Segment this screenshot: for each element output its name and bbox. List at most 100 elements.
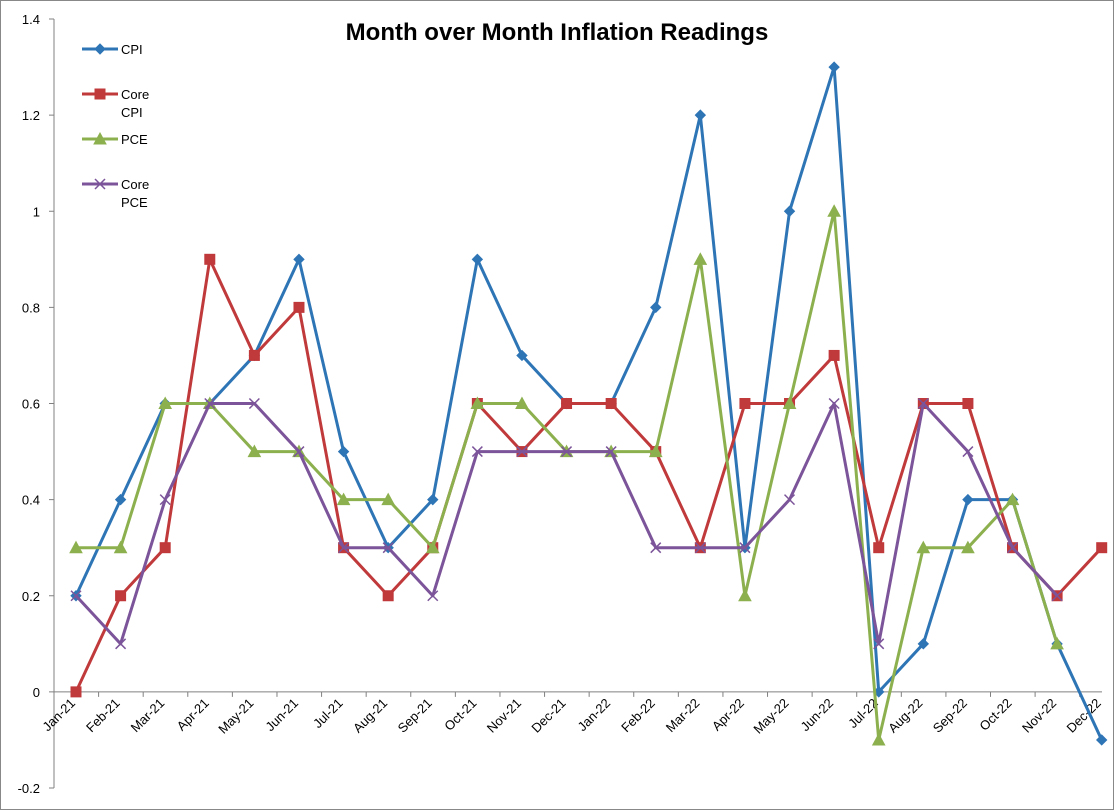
data-point-cpi <box>650 301 662 314</box>
data-point-core-cpi <box>828 349 840 361</box>
legend-item-pce: PCE <box>82 131 148 147</box>
x-tick-label: Sep-22 <box>930 695 970 735</box>
data-point-cpi <box>293 253 305 266</box>
data-point-cpi <box>783 205 796 217</box>
y-tick-label: 0 <box>33 685 40 700</box>
x-tick-label: Aug-21 <box>350 695 390 735</box>
data-point-core-pce <box>382 542 394 554</box>
data-point-core-pce <box>962 446 974 458</box>
data-point-core-pce <box>248 397 260 410</box>
legend-item-core-cpi: Core CPI <box>82 87 149 120</box>
x-tick-label: Sep-21 <box>395 695 435 735</box>
x-tick-label: Jan-22 <box>575 695 614 734</box>
data-point-cpi <box>828 61 840 73</box>
y-tick-label: 0.4 <box>22 493 40 508</box>
data-point-pce <box>425 540 440 554</box>
x-tick-label: Apr-21 <box>174 695 212 733</box>
legend-label-pce: PCE <box>121 132 148 147</box>
data-point-pce <box>827 204 841 217</box>
series-layer <box>69 61 1108 746</box>
data-point-core-cpi <box>248 349 260 361</box>
legend-marker-cpi <box>94 43 106 55</box>
data-point-cpi <box>427 493 439 506</box>
data-point-core-pce <box>1006 542 1019 554</box>
data-point-core-pce <box>784 494 796 506</box>
legend-label-core-pce: Core <box>121 177 149 192</box>
series-core-pce <box>70 397 1063 650</box>
x-tick-label: Jun-21 <box>262 695 301 734</box>
data-point-core-pce <box>739 542 751 554</box>
legend-item-core-pce: Core PCE <box>82 177 149 210</box>
x-tick-label: Nov-21 <box>484 695 524 735</box>
y-tick-label: 0.2 <box>22 589 40 604</box>
x-tick-label: May-21 <box>215 695 256 736</box>
x-tick-label: Nov-22 <box>1019 695 1059 735</box>
data-point-pce <box>916 540 931 554</box>
data-point-core-pce <box>605 446 617 458</box>
x-tick-label: Oct-22 <box>976 695 1014 733</box>
x-tick-label: Feb-22 <box>618 695 658 735</box>
data-point-pce <box>648 444 663 458</box>
x-tick-label: Mar-22 <box>663 695 703 735</box>
legend-marker-pce <box>93 131 107 145</box>
data-point-core-cpi <box>605 398 617 409</box>
y-tick-label: 0.6 <box>22 397 40 412</box>
series-core-cpi <box>70 253 1108 698</box>
data-point-cpi <box>694 109 707 121</box>
data-point-core-pce <box>471 446 483 458</box>
data-point-pce <box>69 540 83 554</box>
data-point-core-pce <box>204 397 216 410</box>
data-point-core-pce <box>873 638 885 650</box>
x-tick-label: Jul-21 <box>310 695 346 731</box>
x-tick-label: Aug-22 <box>885 695 925 735</box>
data-point-core-pce <box>650 542 662 554</box>
data-point-core-pce <box>516 446 528 458</box>
data-point-core-cpi <box>962 398 974 409</box>
data-point-pce <box>1005 492 1020 506</box>
legend-marker-core-cpi <box>94 88 106 100</box>
data-point-core-cpi <box>739 398 751 409</box>
legend-label-core-pce: PCE <box>121 195 148 210</box>
data-point-core-pce <box>694 542 706 554</box>
data-point-core-cpi <box>1096 542 1108 554</box>
data-point-pce <box>381 492 396 506</box>
x-tick-label: Oct-21 <box>441 695 479 733</box>
data-point-core-cpi <box>70 686 82 698</box>
x-tick-label: Mar-21 <box>128 695 168 735</box>
x-tick-label: Jun-22 <box>798 695 837 734</box>
chart-title: Month over Month Inflation Readings <box>346 19 769 46</box>
data-point-core-cpi <box>115 590 127 602</box>
y-tick-label: 1.2 <box>22 108 40 123</box>
series-line-core-cpi <box>74 257 1103 693</box>
data-point-core-cpi <box>204 253 216 265</box>
data-point-cpi <box>917 638 930 650</box>
x-tick-label: Jan-21 <box>39 695 78 734</box>
x-tick-label: Feb-21 <box>83 695 123 735</box>
y-tick-label: -0.2 <box>18 781 40 796</box>
data-point-core-pce <box>159 494 171 506</box>
x-tick-label: Apr-22 <box>709 695 747 733</box>
data-point-pce <box>247 444 262 458</box>
series-pce <box>69 204 1064 746</box>
data-point-core-pce <box>293 446 305 458</box>
data-point-core-pce <box>828 397 840 410</box>
legend-label-core-cpi: Core <box>121 87 149 102</box>
data-point-pce <box>158 396 173 409</box>
data-point-pce <box>871 732 886 746</box>
data-point-pce <box>113 540 128 554</box>
data-point-cpi <box>516 349 528 362</box>
data-point-pce <box>782 396 797 409</box>
legend-label-core-cpi: CPI <box>121 105 143 120</box>
y-tick-label: 1.4 <box>22 12 40 27</box>
y-tick-label: 0.8 <box>22 300 40 315</box>
legend-marker-core-pce <box>94 178 106 190</box>
legend: CPI Core CPI PCE Core PCE <box>82 42 149 210</box>
data-point-pce <box>693 252 708 265</box>
data-point-core-cpi <box>382 590 394 602</box>
data-point-core-pce <box>70 590 82 602</box>
data-point-pce <box>470 396 485 409</box>
data-point-pce <box>1050 636 1064 650</box>
data-point-cpi <box>114 493 127 506</box>
y-tick-label: 1 <box>33 204 40 219</box>
